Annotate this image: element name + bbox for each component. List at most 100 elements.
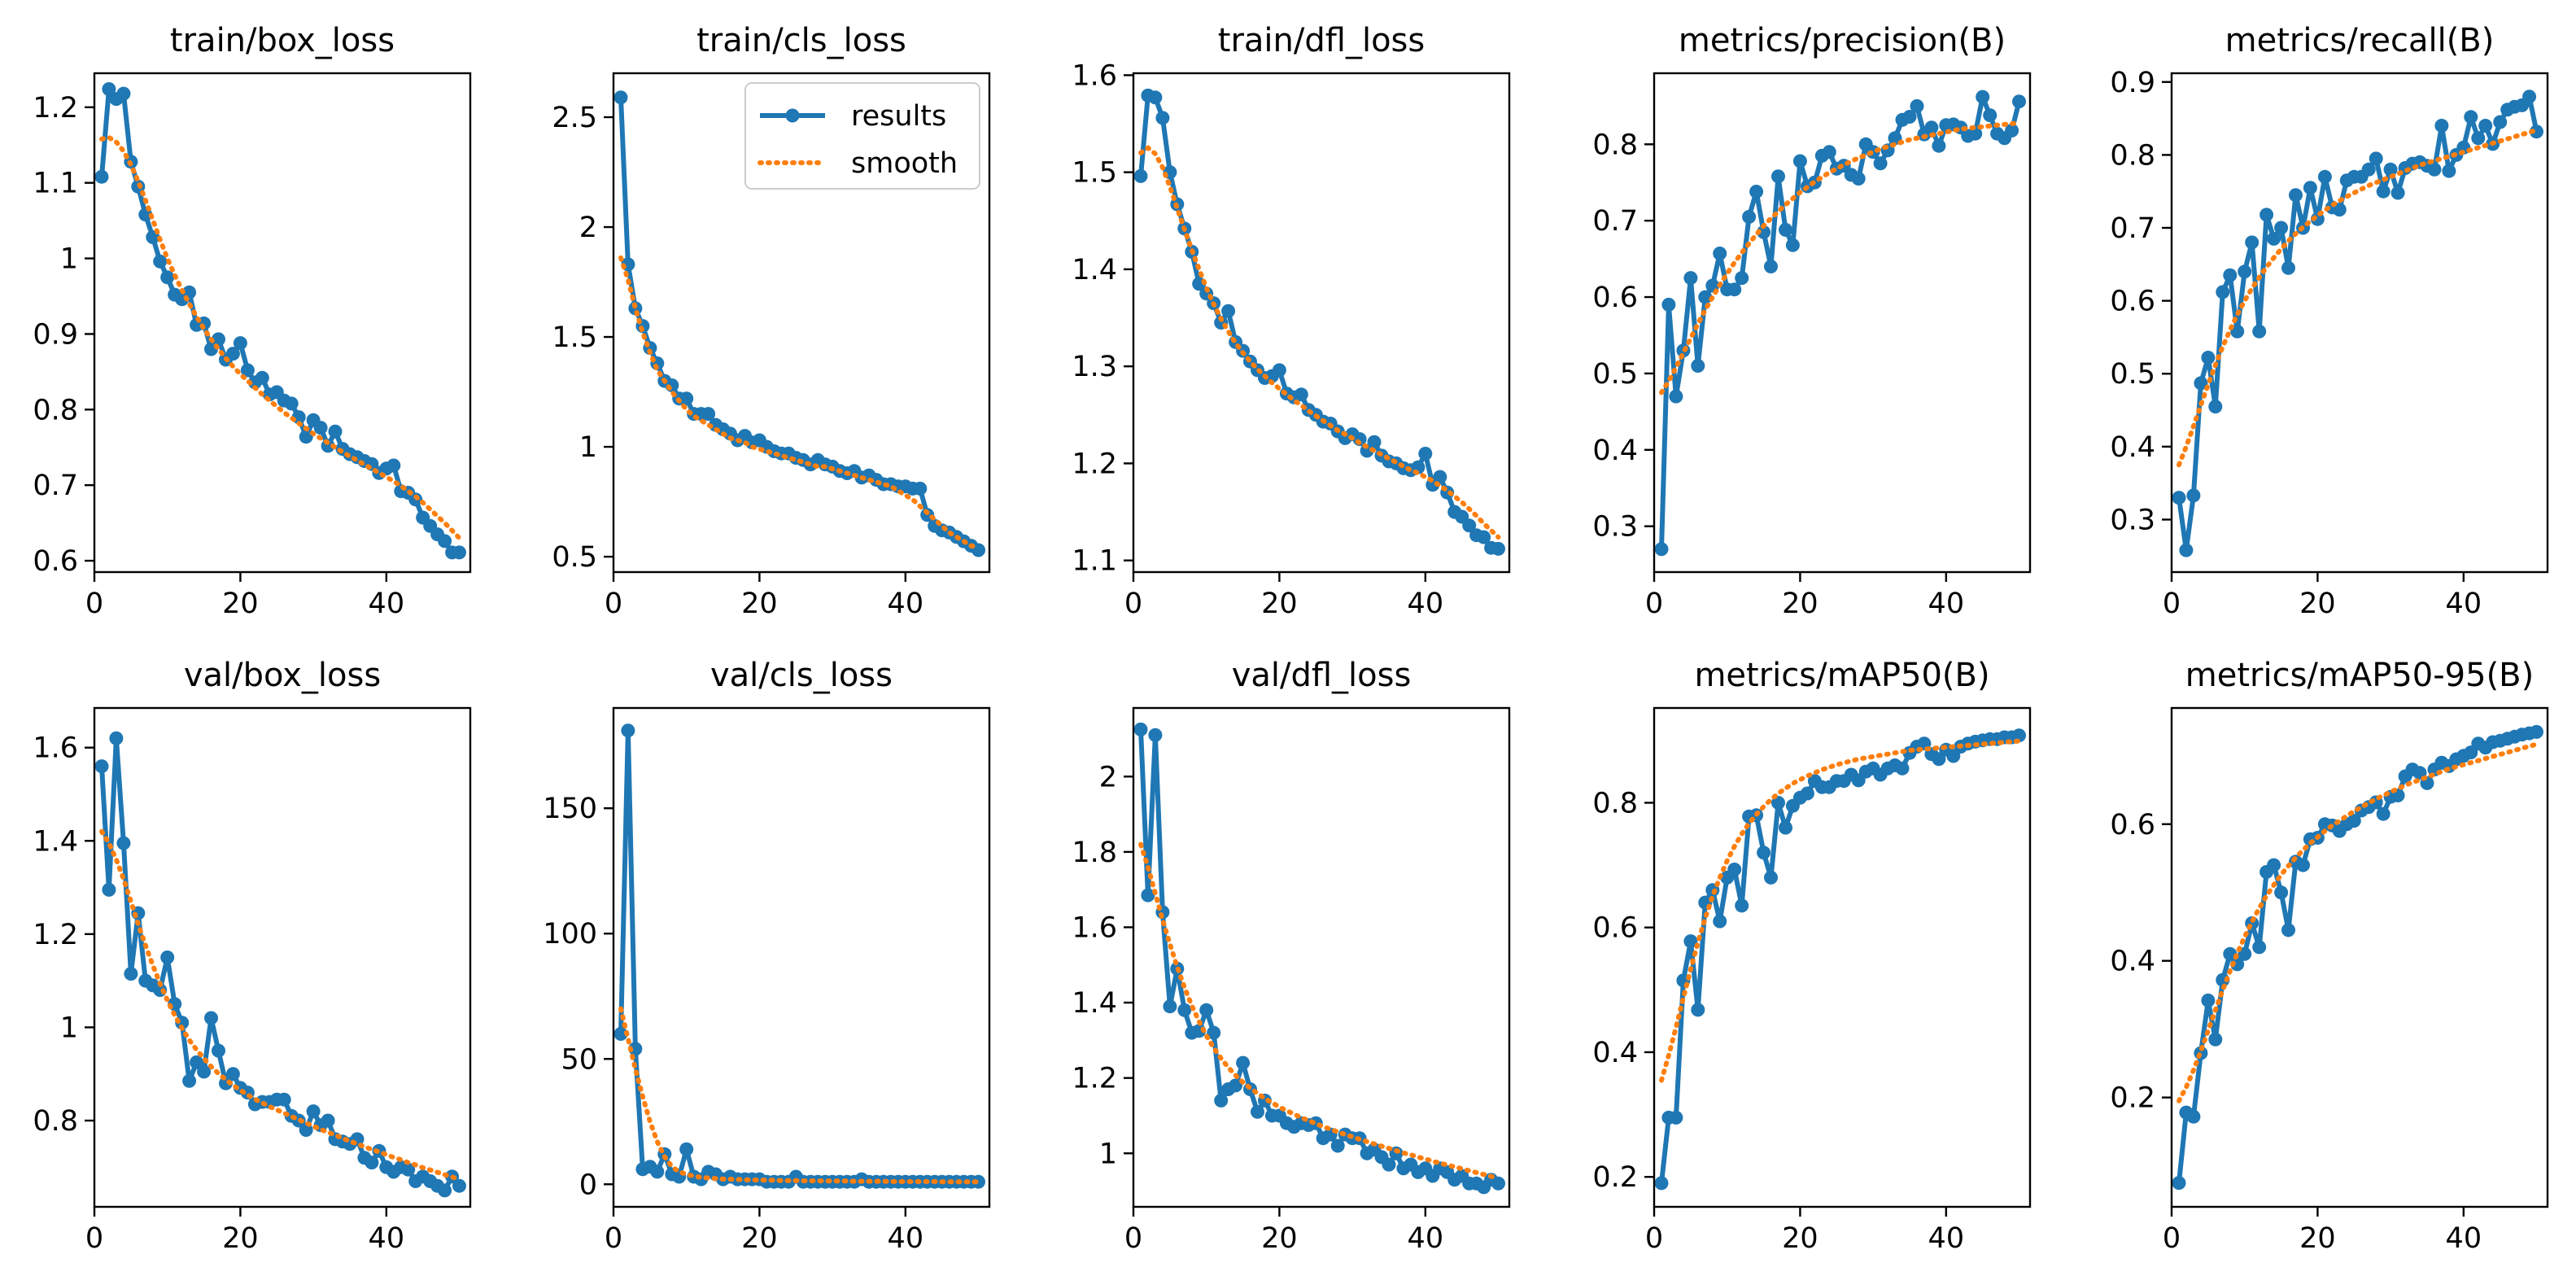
results-point xyxy=(365,1156,379,1170)
results-point xyxy=(1873,156,1888,171)
results-point xyxy=(628,1042,643,1056)
results-point xyxy=(2464,110,2478,125)
y-tick-label: 1.1 xyxy=(33,168,78,200)
results-point xyxy=(306,1104,321,1119)
results-point xyxy=(233,336,247,351)
results-point xyxy=(1851,172,1866,186)
results-point xyxy=(1683,934,1698,949)
results-point xyxy=(197,1064,212,1079)
x-tick-label: 0 xyxy=(85,588,103,620)
subplot-4: metrics/precision(B) 0 20 40 0.3 0.4 0.5 0.6 0.7… xyxy=(1592,22,2032,620)
results-point xyxy=(1462,518,1477,533)
subplot-2: train/cls_loss 0 20 40 0.5 1 1.5 2 2.5 results smo… xyxy=(552,22,991,620)
plot-frame xyxy=(1653,72,2032,574)
subplot-6: val/box_loss 0 20 40 0.8 1 1.2 1.4 1.6 xyxy=(33,657,472,1255)
legend-smooth-label: smooth xyxy=(851,147,958,180)
results-point xyxy=(2267,231,2281,246)
results-point xyxy=(2376,806,2390,821)
x-tick-label: 0 xyxy=(2163,588,2181,620)
x-tick-label: 40 xyxy=(888,1222,924,1255)
smooth-line xyxy=(1138,145,1501,540)
subplot-title: train/box_loss xyxy=(170,22,395,59)
results-point xyxy=(1698,290,1713,304)
results-point xyxy=(2376,184,2390,199)
x-tick-label: 0 xyxy=(1124,588,1142,620)
results-point xyxy=(1491,1176,1505,1191)
results-point xyxy=(1902,110,1917,124)
results-point xyxy=(255,370,269,385)
y-tick-label: 1.2 xyxy=(1072,448,1117,480)
results-point xyxy=(182,1073,197,1088)
x-tick-label: 20 xyxy=(222,588,259,620)
y-tick-label: 0.2 xyxy=(2110,1082,2155,1115)
results-point xyxy=(225,1067,240,1082)
x-tick-label: 40 xyxy=(888,588,924,620)
subplot-3: train/dfl_loss 0 20 40 1.1 1.2 1.3 1.4 1.5 1.6 xyxy=(1072,22,1511,620)
results-point xyxy=(2332,203,2347,217)
smooth-line xyxy=(2177,741,2539,1103)
plot-frame xyxy=(1653,706,2032,1208)
y-tick-label: 0.3 xyxy=(1592,511,1638,544)
y-tick-label: 0.8 xyxy=(33,394,78,426)
series-group xyxy=(94,82,466,560)
results-point xyxy=(160,950,175,964)
results-point xyxy=(1207,1025,1221,1040)
y-tick-label: 1.6 xyxy=(1072,911,1117,944)
y-tick-label: 0.8 xyxy=(1592,787,1638,819)
results-point xyxy=(94,169,109,184)
y-tick-label: 1.2 xyxy=(33,92,78,125)
results-point xyxy=(2201,351,2216,365)
results-point xyxy=(94,759,109,774)
y-tick-label: 50 xyxy=(561,1043,597,1076)
results-point xyxy=(1251,1104,1264,1119)
results-point xyxy=(1477,530,1491,544)
plot-frame xyxy=(1132,706,1511,1208)
results-point xyxy=(212,332,225,347)
y-tick-label: 0.4 xyxy=(1592,435,1638,467)
results-point xyxy=(2493,115,2508,129)
series-group xyxy=(2172,90,2543,557)
legend-results-marker xyxy=(785,108,800,123)
y-tick-label: 0.5 xyxy=(1592,358,1638,391)
results-point xyxy=(1330,1138,1345,1153)
results-point xyxy=(1771,169,1785,184)
subplot-title: metrics/precision(B) xyxy=(1679,22,2006,59)
y-tick-label: 0 xyxy=(579,1169,597,1201)
results-point xyxy=(1669,1110,1683,1125)
smooth-line xyxy=(99,828,462,1182)
results-point xyxy=(1779,820,1792,835)
results-point xyxy=(2427,162,2442,177)
y-tick-label: 1.4 xyxy=(1072,987,1117,1020)
y-tick-label: 0.5 xyxy=(552,541,597,574)
results-point xyxy=(1199,1003,1214,1017)
y-tick-label: 0.8 xyxy=(1592,129,1638,161)
results-point xyxy=(284,396,299,411)
results-point xyxy=(1133,168,1148,183)
results-point xyxy=(1654,542,1669,557)
results-point xyxy=(2252,324,2267,339)
y-tick-label: 0.5 xyxy=(2110,358,2155,391)
results-point xyxy=(1910,98,1924,113)
results-point xyxy=(1932,138,1946,153)
series-group xyxy=(613,90,985,557)
results-point xyxy=(2281,923,2295,937)
results-point xyxy=(1418,447,1433,461)
smooth-line xyxy=(1138,841,1501,1181)
legend-results-label: results xyxy=(851,100,946,133)
subplot-9: metrics/mAP50(B) 0 20 40 0.2 0.4 0.6 0.8 xyxy=(1592,657,2032,1255)
y-tick-label: 2 xyxy=(579,212,597,244)
results-point xyxy=(1691,1003,1705,1017)
x-tick-label: 20 xyxy=(2299,588,2336,620)
y-tick-label: 1.4 xyxy=(1072,254,1117,286)
subplot-10: metrics/mAP50-95(B) 0 20 40 0.2 0.4 0.6 xyxy=(2110,657,2549,1255)
results-point xyxy=(2230,957,2245,972)
results-point xyxy=(1727,282,1742,297)
results-point xyxy=(701,407,716,422)
subplot-title: metrics/mAP50-95(B) xyxy=(2185,657,2534,694)
results-point xyxy=(452,545,466,560)
x-tick-label: 0 xyxy=(1645,1222,1663,1255)
series-group xyxy=(2172,724,2543,1191)
results-point xyxy=(328,424,343,439)
plot-frame xyxy=(612,706,991,1208)
results-point xyxy=(116,836,131,850)
